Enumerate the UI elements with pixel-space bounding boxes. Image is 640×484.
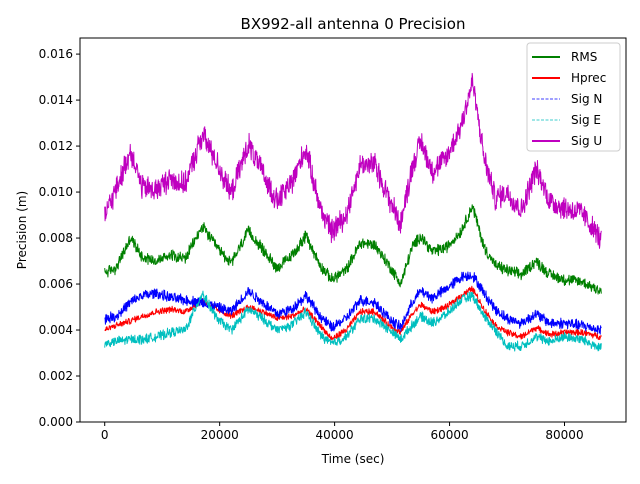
y-axis-label: Precision (m) — [15, 191, 29, 269]
x-tick-label: 60000 — [430, 428, 468, 442]
y-tick-label: 0.014 — [39, 93, 73, 107]
y-tick-label: 0.006 — [39, 277, 73, 291]
chart-title: BX992-all antenna 0 Precision — [241, 15, 466, 33]
chart-svg: 0 20000 40000 60000 80000 0.000 0.002 0.004 0.00… — [0, 0, 640, 480]
x-tick-label: 0 — [101, 428, 109, 442]
legend-label: Sig U — [571, 134, 602, 148]
x-axis-label: Time (sec) — [321, 452, 385, 466]
legend-label: RMS — [571, 50, 597, 64]
x-tick-label: 20000 — [201, 428, 239, 442]
y-tick-label: 0.010 — [39, 185, 73, 199]
y-tick-label: 0.016 — [39, 47, 73, 61]
x-tick-label: 80000 — [545, 428, 583, 442]
legend-label: Hprec — [571, 71, 606, 85]
legend-label: Sig E — [571, 113, 601, 127]
legend: RMS Hprec Sig N Sig E Sig U — [527, 43, 620, 151]
legend-label: Sig N — [571, 92, 602, 106]
chart-figure: 0 20000 40000 60000 80000 0.000 0.002 0.004 0.00… — [0, 0, 640, 480]
y-tick-label: 0.004 — [39, 323, 73, 337]
y-tick-label: 0.008 — [39, 231, 73, 245]
y-tick-label: 0.000 — [39, 415, 73, 429]
x-tick-label: 40000 — [316, 428, 354, 442]
y-tick-label: 0.002 — [39, 369, 73, 383]
y-tick-label: 0.012 — [39, 139, 73, 153]
